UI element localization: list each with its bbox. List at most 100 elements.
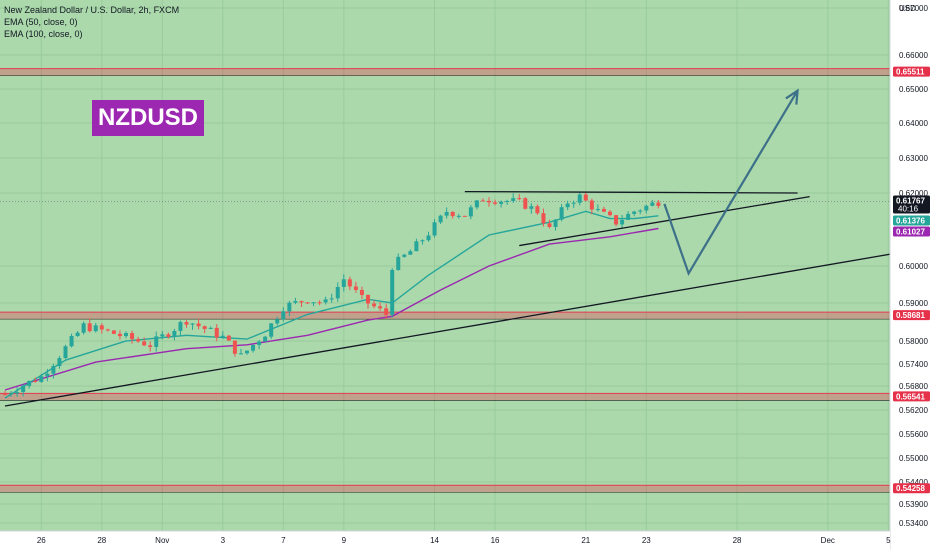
bull-candle [559, 207, 564, 220]
price-tag-price [893, 195, 930, 214]
bull-candle [396, 256, 401, 270]
bear-candle [583, 194, 588, 201]
price-tick-label: 0.60000 [899, 262, 928, 271]
bull-candle [27, 380, 32, 386]
bull-candle [275, 319, 280, 324]
bear-candle [608, 211, 612, 216]
price-tag-level [893, 483, 930, 494]
bear-candle [142, 341, 147, 346]
bear-candle [601, 209, 606, 212]
bear-candle [99, 325, 104, 330]
bull-candle [444, 211, 449, 216]
trendline-rising-support [519, 196, 810, 247]
bear-candle [105, 329, 110, 331]
bull-candle [263, 336, 268, 342]
bull-candle [154, 336, 159, 347]
price-tag-label: 0.54258 [896, 484, 925, 493]
bear-candle [656, 202, 661, 206]
bull-candle [341, 279, 346, 287]
bear-candle [166, 334, 171, 337]
bull-candle [63, 346, 68, 359]
countdown-label: 40:16 [898, 205, 919, 214]
bull-candle [39, 376, 44, 382]
price-tag-label: 0.65511 [896, 68, 925, 77]
bear-candle [353, 286, 358, 290]
bear-candle [547, 223, 552, 227]
bull-candle [257, 341, 262, 345]
bear-candle [541, 213, 546, 224]
bull-candle [329, 298, 334, 300]
bear-candle [184, 322, 189, 325]
time-tick-label: 14 [430, 536, 439, 545]
bull-candle [15, 392, 20, 394]
bull-candle [650, 202, 655, 206]
bull-candle [281, 311, 286, 320]
level-zone [0, 393, 890, 401]
bear-candle [214, 327, 219, 338]
price-tick-label: 0.55000 [899, 454, 928, 463]
bull-candle [190, 323, 195, 325]
price-tick-label: 0.54400 [899, 478, 928, 487]
bull-candle [511, 198, 516, 201]
time-tick-label: 9 [342, 536, 347, 545]
bear-candle [305, 302, 310, 304]
bear-candle [317, 302, 322, 304]
bull-candle [565, 203, 570, 208]
ema100-legend[interactable]: EMA (100, close, 0) [4, 29, 83, 39]
time-axis[interactable] [0, 531, 890, 550]
bear-candle [359, 289, 364, 295]
bull-candle [269, 323, 274, 337]
bear-candle [462, 215, 467, 217]
bear-candle [33, 380, 38, 382]
projection-arrow[interactable] [663, 88, 799, 276]
bear-candle [148, 345, 153, 347]
trendline-long-support [4, 250, 907, 407]
bull-candle [432, 222, 437, 236]
currency-label: USD [899, 4, 916, 13]
bear-candle [589, 200, 594, 210]
bull-candle [505, 200, 510, 202]
bull-candle [335, 286, 340, 299]
symbol-title[interactable]: New Zealand Dollar / U.S. Dollar, 2h, FX… [4, 5, 180, 15]
price-tag-label: 0.61027 [896, 228, 925, 237]
bull-candle [51, 366, 56, 374]
bull-candle [499, 201, 504, 204]
chart-legend: New Zealand Dollar / U.S. Dollar, 2h, FX… [4, 4, 179, 40]
bull-candle [81, 323, 86, 333]
price-tick-label: 0.53900 [899, 500, 928, 509]
bear-candle [366, 294, 370, 304]
price-axis[interactable] [890, 0, 932, 550]
trend-lines[interactable] [4, 190, 907, 407]
price-tag-label: 0.58681 [896, 311, 925, 320]
bull-candle [208, 327, 213, 329]
bear-candle [87, 323, 92, 332]
bull-candle [474, 200, 479, 208]
bull-candle [553, 219, 558, 227]
price-tag-level [893, 310, 930, 321]
time-tick-label: 28 [97, 536, 106, 545]
bull-candle [468, 207, 473, 217]
bear-candle [202, 326, 207, 329]
price-tick-label: 0.62000 [899, 189, 928, 198]
bear-candle [136, 339, 141, 342]
ema50-legend[interactable]: EMA (50, close, 0) [4, 17, 78, 27]
price-tag-ema50 [893, 215, 930, 226]
time-tick-label: 5 [886, 536, 891, 545]
bear-candle [384, 308, 389, 315]
bull-candle [438, 215, 443, 223]
bull-candle [172, 330, 177, 337]
candles [3, 191, 661, 397]
price-tag-level [893, 66, 930, 77]
bull-candle [571, 202, 576, 204]
bear-candle [3, 394, 7, 395]
bull-candle [178, 322, 183, 331]
bull-candle [45, 373, 50, 377]
price-tick-label: 0.64000 [899, 119, 928, 128]
bull-candle [245, 350, 249, 354]
bull-candle [577, 194, 582, 203]
bull-candle [57, 358, 62, 367]
bull-candle [632, 211, 637, 214]
projection-path [663, 90, 799, 276]
bear-candle [232, 340, 237, 354]
